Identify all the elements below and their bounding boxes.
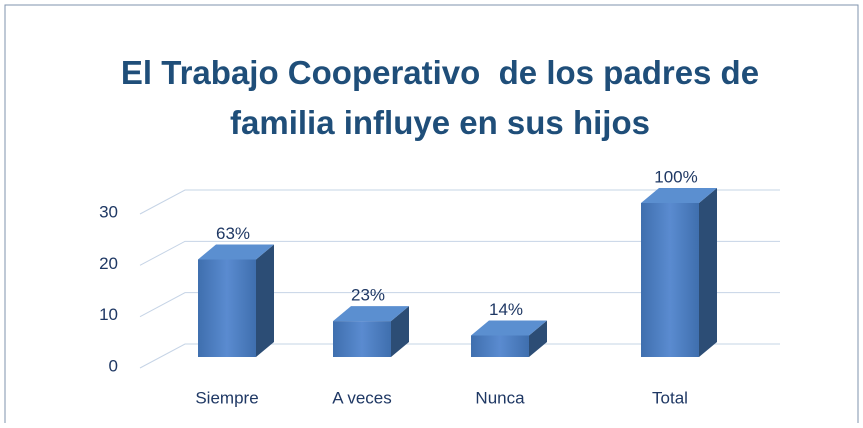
x-tick-label: Nunca [475, 388, 525, 407]
data-label: 63% [216, 224, 250, 243]
bar-top [471, 320, 547, 336]
y-tick-label: 30 [99, 202, 118, 221]
y-tick-label: 0 [109, 356, 118, 375]
bar-side [391, 306, 409, 357]
bar [641, 188, 717, 357]
bar-front [198, 259, 256, 357]
bar-side [256, 244, 274, 357]
y-tick-label: 20 [99, 254, 118, 273]
bar-top [641, 188, 717, 203]
chart-title: El Trabajo Cooperativo de los padres de f… [121, 54, 759, 141]
x-tick-label: A veces [332, 388, 392, 407]
data-label: 100% [654, 167, 697, 186]
bar [471, 320, 547, 357]
bar-side [699, 188, 717, 357]
grid-line [139, 240, 780, 266]
bar-top [333, 306, 409, 322]
grid-line [139, 343, 780, 369]
bar-front [333, 321, 391, 357]
grid-line [139, 292, 780, 318]
bar-front [471, 335, 529, 357]
bar-top [198, 244, 274, 260]
grid-line [139, 189, 780, 215]
y-tick-label: 10 [99, 305, 118, 324]
frame [4, 4, 859, 428]
x-tick-label: Total [652, 388, 688, 407]
bar-side [529, 320, 547, 357]
x-tick-label: Siempre [195, 388, 258, 407]
bar [198, 244, 274, 357]
bar-front [641, 203, 699, 357]
data-label: 23% [351, 286, 385, 305]
bar [333, 306, 409, 357]
data-label: 14% [489, 300, 523, 319]
